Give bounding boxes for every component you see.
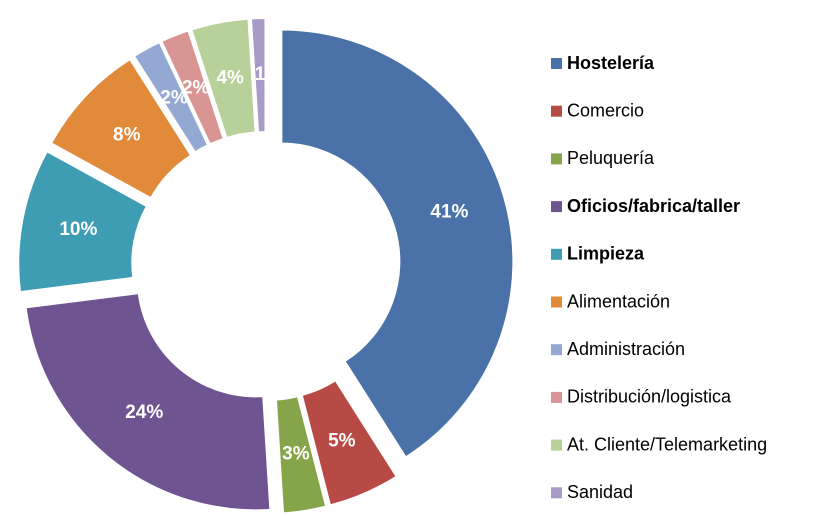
slice	[249, 17, 267, 134]
slice	[190, 17, 257, 140]
legend-swatch	[551, 153, 562, 165]
slice	[300, 378, 399, 507]
legend-swatch	[551, 58, 562, 69]
legend-swatch	[551, 391, 562, 403]
legend-swatch	[551, 487, 562, 499]
legend-label: Distribución/logistica	[567, 387, 732, 407]
legend-swatch	[551, 105, 562, 117]
data-label: 4%	[216, 67, 244, 88]
legend-swatch	[551, 201, 562, 213]
slice	[280, 28, 515, 459]
slice	[17, 149, 149, 294]
data-label: 24%	[125, 402, 163, 423]
legend-swatch	[551, 248, 562, 260]
legend-label: Limpieza	[567, 244, 645, 264]
legend-label: At. Cliente/Telemarketing	[567, 434, 767, 454]
legend-label: Administración	[567, 339, 685, 359]
legend-label: Hostelería	[567, 53, 655, 73]
data-label: 5%	[328, 430, 356, 451]
legend-swatch	[551, 439, 562, 451]
legend-label: Comercio	[567, 100, 644, 120]
slice	[132, 40, 210, 154]
data-label: 1	[255, 64, 266, 85]
legend-label: Peluquería	[567, 148, 655, 168]
legend-swatch	[551, 296, 562, 308]
legend-swatch	[551, 344, 562, 356]
slice	[159, 29, 225, 146]
data-label: 10%	[59, 219, 97, 240]
data-label: 8%	[113, 124, 141, 145]
data-label: 41%	[430, 202, 468, 223]
legend-label: Sanidad	[567, 482, 633, 502]
slice	[49, 57, 193, 200]
data-label: 2%	[182, 77, 210, 98]
legend-label: Oficios/fabrica/taller	[567, 196, 740, 216]
slice	[274, 394, 328, 515]
slice	[24, 292, 272, 512]
legend-label: Alimentación	[567, 291, 670, 311]
data-label: 2%	[160, 88, 188, 109]
data-label: 3%	[282, 444, 310, 465]
